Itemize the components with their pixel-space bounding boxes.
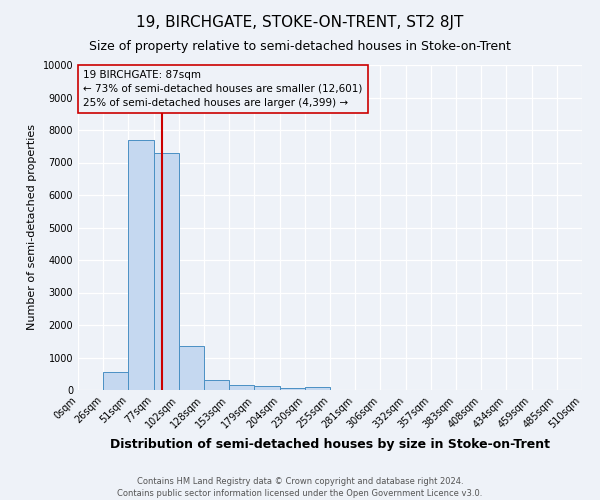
Text: 19, BIRCHGATE, STOKE-ON-TRENT, ST2 8JT: 19, BIRCHGATE, STOKE-ON-TRENT, ST2 8JT xyxy=(136,15,464,30)
Bar xyxy=(204,380,229,390)
Bar xyxy=(280,388,305,390)
Bar xyxy=(254,386,280,390)
Text: 19 BIRCHGATE: 87sqm
← 73% of semi-detached houses are smaller (12,601)
25% of se: 19 BIRCHGATE: 87sqm ← 73% of semi-detach… xyxy=(83,70,362,108)
X-axis label: Distribution of semi-detached houses by size in Stoke-on-Trent: Distribution of semi-detached houses by … xyxy=(110,438,550,451)
Text: Contains HM Land Registry data © Crown copyright and database right 2024.
Contai: Contains HM Land Registry data © Crown c… xyxy=(118,476,482,498)
Bar xyxy=(305,388,330,390)
Bar xyxy=(128,140,154,390)
Bar xyxy=(154,153,179,390)
Text: Size of property relative to semi-detached houses in Stoke-on-Trent: Size of property relative to semi-detach… xyxy=(89,40,511,53)
Y-axis label: Number of semi-detached properties: Number of semi-detached properties xyxy=(27,124,37,330)
Bar xyxy=(103,372,128,390)
Bar xyxy=(179,346,204,390)
Bar xyxy=(229,385,254,390)
